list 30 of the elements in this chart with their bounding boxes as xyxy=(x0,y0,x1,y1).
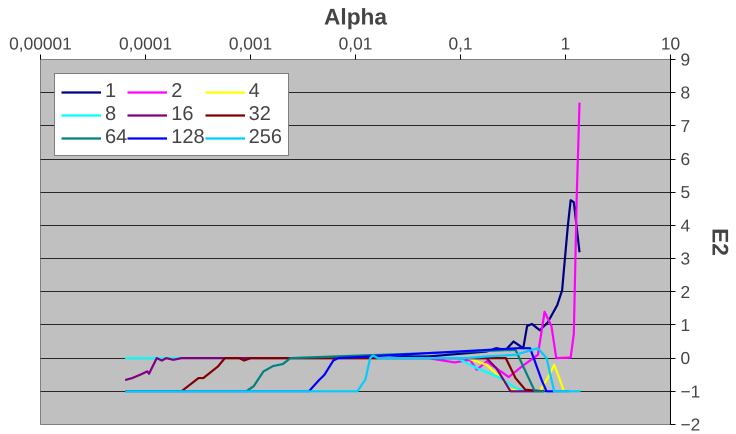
legend-label: 128 xyxy=(171,126,205,149)
y2-tick-label: 6 xyxy=(680,149,690,170)
y2-tick-label: 1 xyxy=(680,314,690,335)
legend-label: 2 xyxy=(171,80,184,103)
legend-label: 16 xyxy=(171,103,194,126)
y2-tick-label: 3 xyxy=(680,248,690,269)
y2-axis-title: E2 xyxy=(707,228,734,256)
y2-tick-label: 8 xyxy=(680,82,690,103)
legend-label: 256 xyxy=(248,126,282,149)
x-tick-label: 0,0001 xyxy=(119,34,172,54)
y2-tick-label: −1 xyxy=(680,381,700,402)
y2-tick-label: 4 xyxy=(680,215,690,236)
y2-tick-label: −2 xyxy=(680,414,700,434)
x-tick-label: 0,00001 xyxy=(9,34,72,54)
legend-label: 64 xyxy=(105,126,128,149)
legend-label: 1 xyxy=(105,80,118,103)
y2-tick-label: 9 xyxy=(680,50,690,70)
x-tick-label: 0,001 xyxy=(228,34,272,54)
y2-tick-label: 2 xyxy=(680,282,690,302)
x-tick-label: 0,01 xyxy=(338,34,372,54)
y2-tick-label: 0 xyxy=(680,348,690,368)
x-tick-label: 10 xyxy=(660,34,680,54)
legend-label: 8 xyxy=(105,103,118,126)
x-tick-label: 0,1 xyxy=(448,34,473,54)
x-axis-title: Alpha xyxy=(324,4,388,30)
y2-tick-label: 7 xyxy=(680,116,690,136)
legend-label: 4 xyxy=(248,80,261,103)
legend-label: 32 xyxy=(248,103,271,126)
x-tick-label: 1 xyxy=(560,34,570,54)
y2-tick-label: 5 xyxy=(680,182,690,202)
